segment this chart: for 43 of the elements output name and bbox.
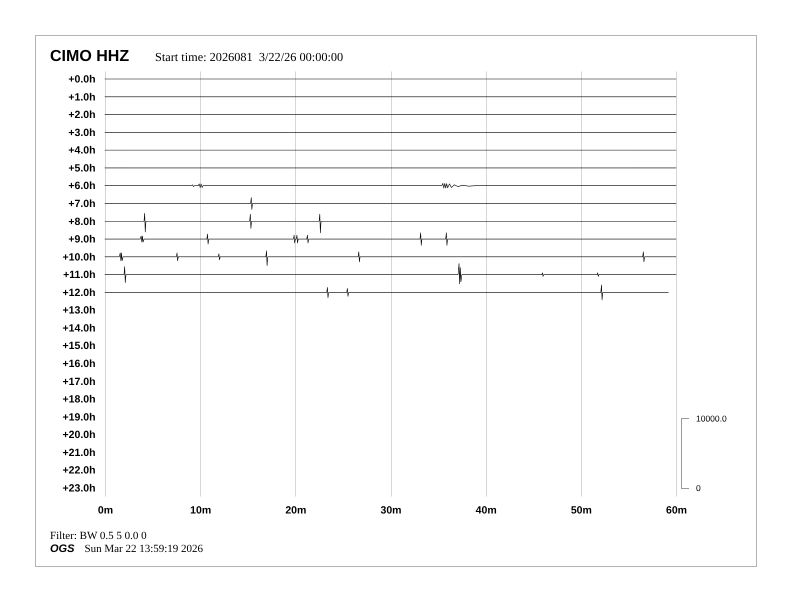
x-tick-label: 0m xyxy=(98,504,114,516)
y-tick-label: +1.0h xyxy=(68,91,96,104)
x-tick-label: 30m xyxy=(380,504,402,516)
y-tick-label: +11.0h xyxy=(63,269,96,282)
y-tick-label: +19.0h xyxy=(62,411,96,424)
y-tick-label: +3.0h xyxy=(68,126,96,139)
y-tick-label: +14.0h xyxy=(62,322,96,334)
y-tick-label: +16.0h xyxy=(62,358,96,370)
text: OGS xyxy=(50,543,76,555)
y-tick-label: +4.0h xyxy=(68,144,96,157)
x-tick-label: 20m xyxy=(285,504,306,516)
y-tick-label: +13.0h xyxy=(62,304,96,317)
y-tick-label: +5.0h xyxy=(68,162,96,174)
text: 10000.0 xyxy=(696,414,727,424)
y-tick-label: +0.0h xyxy=(68,74,96,86)
y-tick-label: +8.0h xyxy=(68,216,96,228)
y-tick-label: +22.0h xyxy=(62,464,96,477)
line-series xyxy=(104,212,676,234)
text: Sun Mar 22 13:59:19 2026 xyxy=(84,543,204,555)
y-tick-label: +2.0h xyxy=(68,109,96,122)
y-tick-label: +12.0h xyxy=(62,286,96,299)
x-tick-label: 10m xyxy=(190,504,212,516)
y-tick-label: +21.0h xyxy=(62,446,96,459)
y-tick-label: +9.0h xyxy=(68,234,96,246)
chart-subtitle: Start time: 2026081 3/22/26 00:00:00 xyxy=(155,50,344,64)
text: Filter: BW 0.5 5 0.0 0 xyxy=(50,530,148,542)
x-tick-label: 60m xyxy=(666,504,688,516)
y-tick-label: +6.0h xyxy=(68,180,96,192)
line-series xyxy=(104,263,676,284)
x-tick-label: 50m xyxy=(570,504,592,516)
y-tick-label: +17.0h xyxy=(62,376,96,388)
x-tick-label: 40m xyxy=(476,504,497,516)
y-tick-label: +20.0h xyxy=(62,429,96,442)
y-tick-label: +18.0h xyxy=(62,394,96,406)
y-tick-label: +15.0h xyxy=(62,340,96,352)
text: 0 xyxy=(696,483,701,493)
y-tick-label: +7.0h xyxy=(68,198,96,210)
line-series xyxy=(104,250,676,266)
line-series xyxy=(104,232,676,246)
line-series xyxy=(104,284,669,300)
y-tick-label: +23.0h xyxy=(62,482,96,494)
y-tick-label: +10.0h xyxy=(62,251,96,264)
chart-title: CIMO HHZ xyxy=(50,48,130,65)
